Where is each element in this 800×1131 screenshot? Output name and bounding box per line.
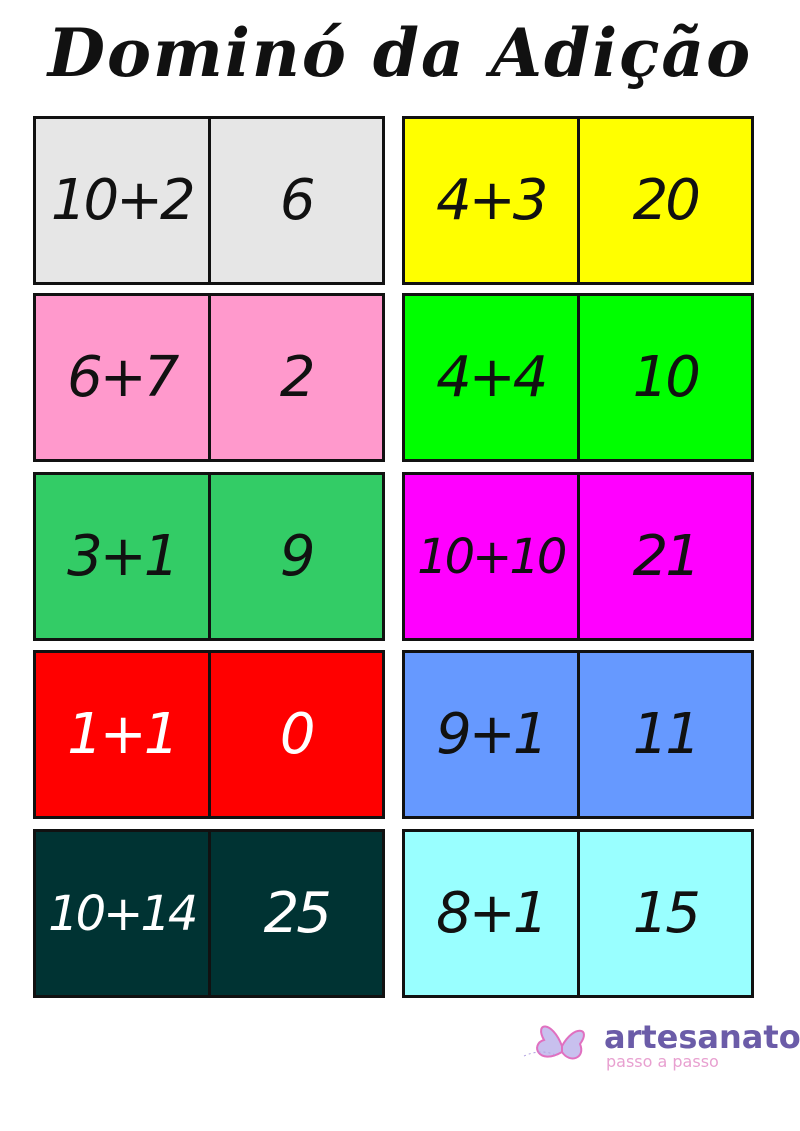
- butterfly-icon: [523, 1025, 585, 1060]
- domino-left-half: 3+1: [36, 475, 211, 638]
- domino-left-half: 10+2: [36, 119, 211, 282]
- domino-tile: 10+14 25: [33, 829, 385, 998]
- domino-tile: 4+4 10: [402, 293, 754, 462]
- domino-tile: 3+1 9: [33, 472, 385, 641]
- domino-right-half: 10: [632, 345, 701, 410]
- domino-left-half: 1+1: [36, 653, 211, 816]
- domino-right-half: 25: [263, 881, 332, 946]
- domino-right-half: 6: [279, 168, 316, 233]
- domino-tile: 8+1 15: [402, 829, 754, 998]
- domino-tile: 10+2 6: [33, 116, 385, 285]
- domino-right-half: 20: [632, 168, 701, 233]
- domino-left-half: 10+10: [405, 475, 580, 638]
- domino-tile: 6+7 2: [33, 293, 385, 462]
- domino-right-half: 11: [632, 702, 701, 767]
- logo-name: artesanato: [604, 1018, 800, 1056]
- domino-tile: 9+1 11: [402, 650, 754, 819]
- page-title: Dominó da Adição: [47, 14, 753, 92]
- domino-left-half: 6+7: [36, 296, 211, 459]
- domino-right-half: 21: [632, 524, 701, 589]
- logo: artesanato passo a passo: [522, 1018, 800, 1074]
- domino-right-half: 15: [632, 881, 701, 946]
- domino-left-half: 9+1: [405, 653, 580, 816]
- domino-tile: 1+1 0: [33, 650, 385, 819]
- domino-right-half: 2: [279, 345, 316, 410]
- domino-left-half: 4+4: [405, 296, 580, 459]
- logo-tagline: passo a passo: [606, 1052, 719, 1071]
- domino-tile: 10+10 21: [402, 472, 754, 641]
- domino-left-half: 4+3: [405, 119, 580, 282]
- domino-right-half: 9: [279, 524, 316, 589]
- domino-tile: 4+3 20: [402, 116, 754, 285]
- domino-right-half: 0: [279, 702, 316, 767]
- domino-left-half: 8+1: [405, 832, 580, 995]
- domino-left-half: 10+14: [36, 832, 211, 995]
